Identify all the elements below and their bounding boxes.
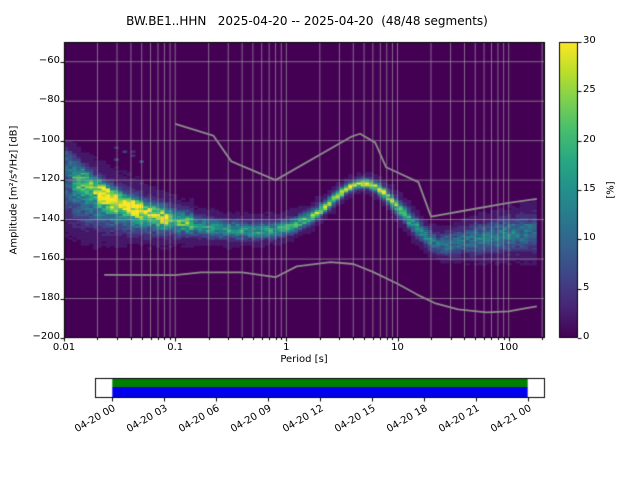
y-tick-label: −160 — [32, 252, 60, 264]
colorbar-tick-label: 15 — [583, 183, 596, 194]
plot-title: BW.BE1..HHN 2025-04-20 -- 2025-04-20 (48… — [126, 14, 488, 28]
x-tick-label: 0.01 — [52, 342, 76, 353]
colorbar-tick-label: 20 — [583, 133, 596, 145]
y-tick-label: −60 — [38, 54, 60, 66]
x-tick-label: 10 — [391, 342, 404, 353]
x-tick-label: 100 — [499, 342, 519, 353]
colorbar-tick-label: 10 — [583, 232, 596, 244]
y-tick-label: −120 — [32, 173, 60, 185]
y-axis-label: Amplitude [m²/s⁴/Hz] [dB] — [8, 125, 20, 255]
colorbar-tick-label: 30 — [583, 35, 596, 46]
y-tick-label: −100 — [32, 133, 60, 145]
y-tick-label: −180 — [32, 291, 60, 303]
colorbar-tick-label: 5 — [583, 281, 590, 293]
x-tick-label: 0.1 — [167, 342, 184, 353]
x-axis-label: Period [s] — [280, 354, 328, 365]
colorbar-label: [%] — [605, 181, 617, 199]
y-tick-label: −140 — [32, 212, 60, 224]
y-tick-label: −80 — [38, 94, 60, 106]
colorbar-tick-label: 25 — [583, 84, 596, 96]
colorbar-tick-label: 0 — [583, 331, 590, 342]
y-tick-label: −200 — [32, 331, 60, 342]
x-tick-label: 1 — [283, 342, 290, 353]
